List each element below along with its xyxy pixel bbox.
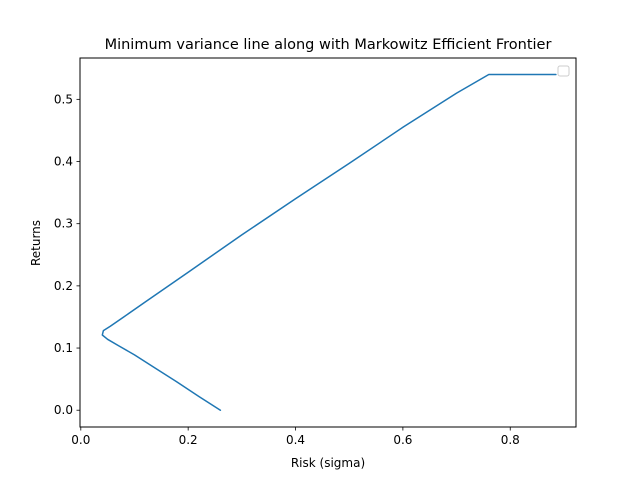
y-tick-label: 0.0 bbox=[54, 403, 73, 417]
legend bbox=[557, 65, 570, 77]
plot-frame bbox=[79, 57, 577, 428]
x-tick-label: 0.6 bbox=[393, 433, 412, 447]
x-axis-ticks: 0.0 0.2 0.4 0.6 0.8 bbox=[71, 427, 520, 447]
y-tick-label: 0.4 bbox=[54, 155, 73, 169]
chart-title: Minimum variance line along with Markowi… bbox=[105, 37, 552, 53]
x-tick-label: 0.8 bbox=[501, 433, 520, 447]
y-tick-label: 0.3 bbox=[54, 217, 73, 231]
x-tick-label: 0.4 bbox=[286, 433, 305, 447]
plot-area bbox=[80, 58, 576, 427]
y-tick-label: 0.2 bbox=[54, 279, 73, 293]
legend-box bbox=[557, 65, 570, 77]
y-axis-title: Returns bbox=[29, 220, 43, 266]
y-tick-label: 0.5 bbox=[54, 92, 73, 106]
x-axis-title: Risk (sigma) bbox=[291, 456, 365, 470]
x-tick-label: 0.2 bbox=[179, 433, 198, 447]
y-axis-ticks: 0.0 0.1 0.2 0.3 0.4 0.5 bbox=[54, 92, 80, 417]
y-tick-label: 0.1 bbox=[54, 341, 73, 355]
frontier-line bbox=[101, 73, 557, 411]
x-tick-label: 0.0 bbox=[71, 433, 90, 447]
